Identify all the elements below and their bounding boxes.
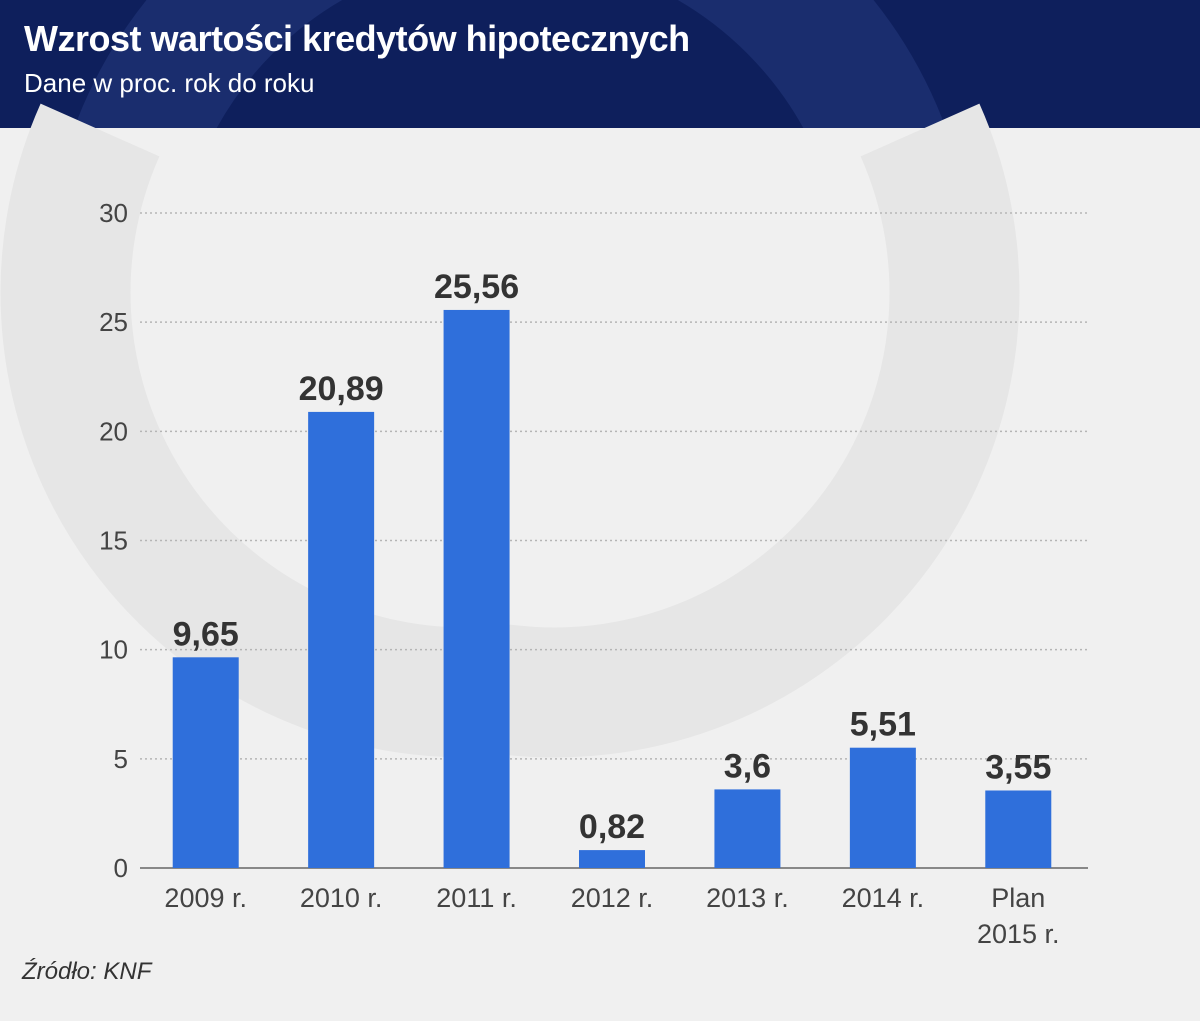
x-tick-label: 2009 r. bbox=[164, 883, 247, 913]
bar bbox=[172, 657, 239, 868]
bar bbox=[849, 747, 916, 868]
value-label: 9,65 bbox=[173, 615, 239, 653]
bar bbox=[985, 790, 1052, 868]
y-tick-label: 15 bbox=[99, 526, 128, 556]
y-axis-ticks: 0 5 10 15 20 25 30 bbox=[99, 198, 128, 883]
y-tick-label: 20 bbox=[99, 416, 128, 446]
x-tick-label: 2014 r. bbox=[842, 883, 925, 913]
bars bbox=[172, 309, 1052, 868]
source-note: Źródło: KNF bbox=[22, 958, 152, 985]
x-tick-label: 2010 r. bbox=[300, 883, 383, 913]
value-label: 5,51 bbox=[850, 706, 916, 744]
watermark-logo bbox=[0, 103, 1020, 758]
chart-subtitle: Dane w proc. rok do roku bbox=[24, 68, 315, 98]
y-tick-label: 0 bbox=[114, 853, 128, 883]
value-label: 3,6 bbox=[724, 747, 771, 785]
value-label: 20,89 bbox=[299, 370, 384, 408]
bar bbox=[308, 411, 375, 868]
y-tick-label: 25 bbox=[99, 307, 128, 337]
watermark-arc bbox=[0, 103, 1020, 758]
value-label: 25,56 bbox=[434, 268, 519, 306]
value-labels: 9,65 20,89 25,56 0,82 3,6 5,51 3,55 bbox=[173, 268, 1052, 846]
x-axis-ticks: 2009 r. 2010 r. 2011 r. 2012 r. 2013 r. 2014 … bbox=[164, 883, 1059, 949]
bar bbox=[579, 850, 645, 868]
value-label: 0,82 bbox=[579, 808, 645, 846]
chart-title: Wzrost wartości kredytów hipotecznych bbox=[24, 18, 690, 59]
chart-header: Wzrost wartości kredytów hipotecznych Da… bbox=[0, 0, 1200, 128]
bar bbox=[443, 309, 510, 868]
y-tick-label: 30 bbox=[99, 198, 128, 228]
x-tick-label: 2013 r. bbox=[706, 883, 789, 913]
y-tick-label: 5 bbox=[114, 744, 128, 774]
x-tick-label: Plan 2015 r. bbox=[977, 883, 1060, 949]
bar bbox=[714, 789, 781, 868]
x-tick-label: 2011 r. bbox=[436, 883, 517, 913]
x-tick-label: 2012 r. bbox=[571, 883, 654, 913]
y-tick-label: 10 bbox=[99, 635, 128, 665]
value-label: 3,55 bbox=[985, 748, 1051, 786]
